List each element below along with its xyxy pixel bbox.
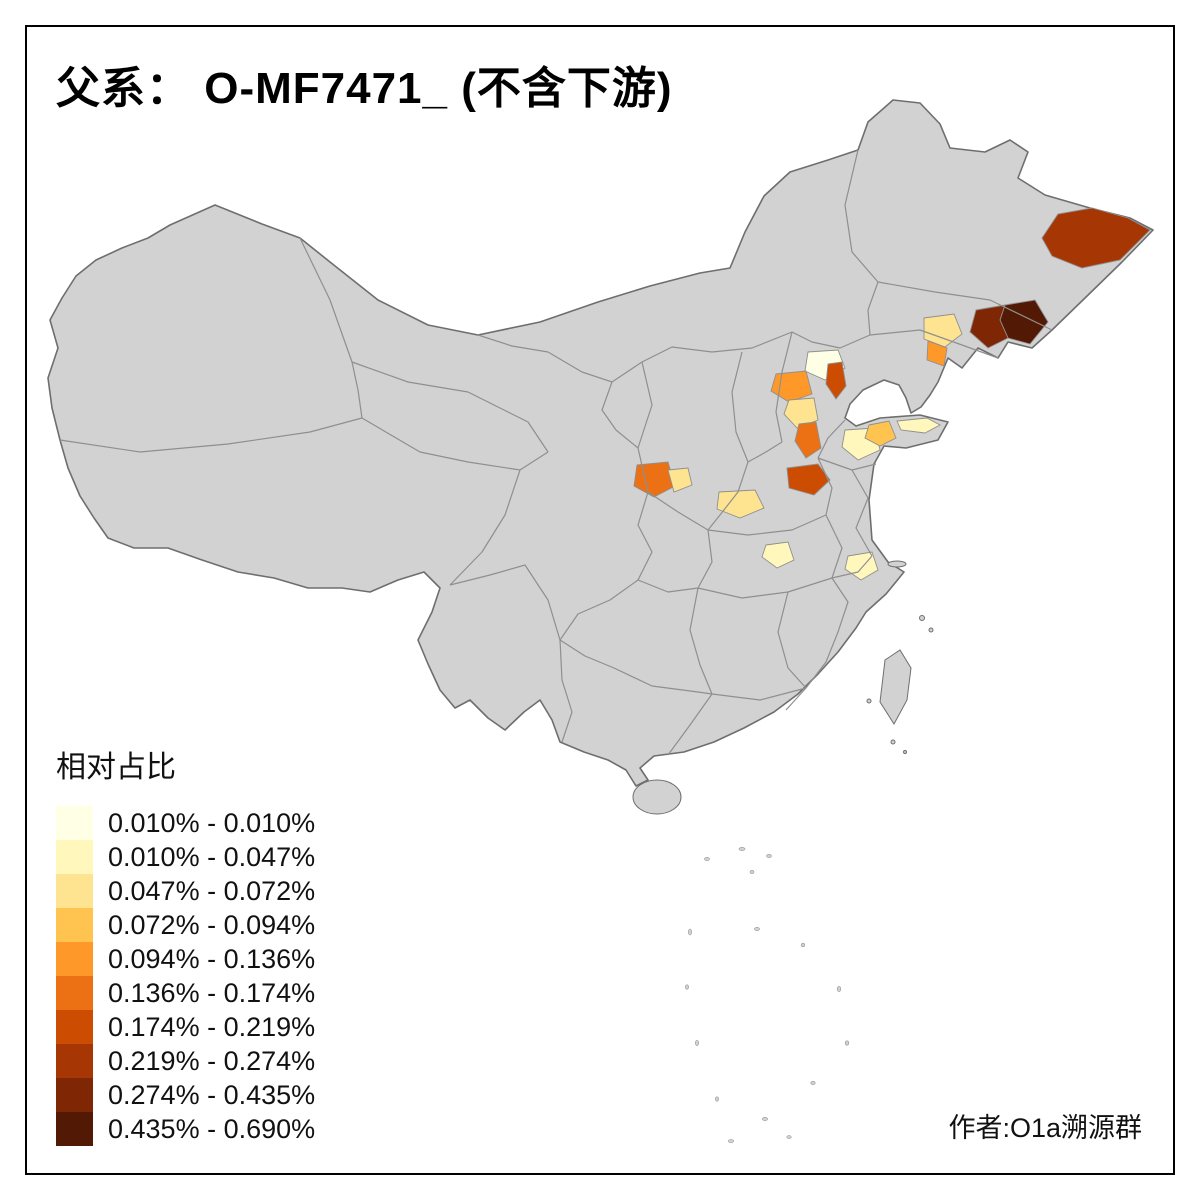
coastal-islet-1 <box>928 627 934 633</box>
region-shandong-peninsula <box>896 417 941 434</box>
legend-swatch <box>56 942 93 976</box>
region-henan-south <box>716 489 765 519</box>
legend-label: 0.274% - 0.435% <box>108 1079 316 1110</box>
province-borders <box>59 149 1053 756</box>
legend-swatch <box>56 1010 93 1044</box>
legend-label: 0.136% - 0.174% <box>108 977 316 1008</box>
legend-swatch <box>56 1078 93 1112</box>
legend-swatch <box>56 874 93 908</box>
legend-item: 0.072% - 0.094% <box>56 908 315 942</box>
legend-swatch <box>56 908 93 942</box>
legend-title: 相对占比 <box>56 751 176 784</box>
region-liaoning-north <box>923 313 963 348</box>
legend-label: 0.010% - 0.047% <box>108 841 316 872</box>
legend-swatch <box>56 976 93 1010</box>
zhoushan-island <box>919 615 925 621</box>
legend-label: 0.094% - 0.136% <box>108 943 316 974</box>
legend-label: 0.072% - 0.094% <box>108 909 316 940</box>
region-hubei-east <box>761 541 795 569</box>
legend-item: 0.010% - 0.047% <box>56 840 315 874</box>
islands <box>632 560 934 815</box>
legend-label: 0.174% - 0.219% <box>108 1011 316 1042</box>
region-shaanxi-guanzhong <box>633 461 676 498</box>
legend-swatch <box>56 1044 93 1078</box>
region-hebei-south <box>794 421 822 459</box>
legend-label: 0.219% - 0.274% <box>108 1045 316 1076</box>
region-jilin-west <box>969 304 1009 349</box>
author-credit: 作者:O1a溯源群 <box>948 1113 1142 1143</box>
legend-label: 0.010% - 0.010% <box>108 807 316 838</box>
mainland-outline <box>47 99 1154 787</box>
legend-label: 0.047% - 0.072% <box>108 875 316 906</box>
legend-item: 0.174% - 0.219% <box>56 1010 315 1044</box>
south-china-sea-islands <box>685 847 850 1143</box>
region-tianjin <box>825 361 847 400</box>
coastal-islet-2 <box>890 739 896 745</box>
legend-label: 0.435% - 0.690% <box>108 1113 316 1144</box>
chongming-island <box>887 560 907 568</box>
region-shandong-central <box>864 420 897 447</box>
legend-swatch <box>56 840 93 874</box>
region-shandong-southwest <box>786 463 831 496</box>
region-liaoning-central <box>926 340 948 367</box>
legend-item: 0.435% - 0.690% <box>56 1112 315 1146</box>
coastal-islet-3 <box>903 750 907 754</box>
legend-item: 0.047% - 0.072% <box>56 874 315 908</box>
taiwan-island <box>879 649 912 725</box>
region-shaanxi-east <box>667 467 693 493</box>
page-title: 父系： O-MF7471_ (不含下游) <box>56 64 673 113</box>
legend-item: 0.136% - 0.174% <box>56 976 315 1010</box>
penghu-island <box>866 698 872 704</box>
legend-swatch <box>56 1112 93 1146</box>
hainan-island <box>632 779 682 815</box>
legend-item: 0.010% - 0.010% <box>56 806 315 840</box>
legend-item: 0.274% - 0.435% <box>56 1078 315 1112</box>
legend: 相对占比 0.010% - 0.010% 0.010% - 0.047% 0.0… <box>56 742 315 1146</box>
plot-frame <box>25 25 1175 1175</box>
legend-item: 0.219% - 0.274% <box>56 1044 315 1078</box>
legend-swatch <box>56 806 93 840</box>
legend-item: 0.094% - 0.136% <box>56 942 315 976</box>
region-northeast-ussuri <box>1041 207 1151 269</box>
